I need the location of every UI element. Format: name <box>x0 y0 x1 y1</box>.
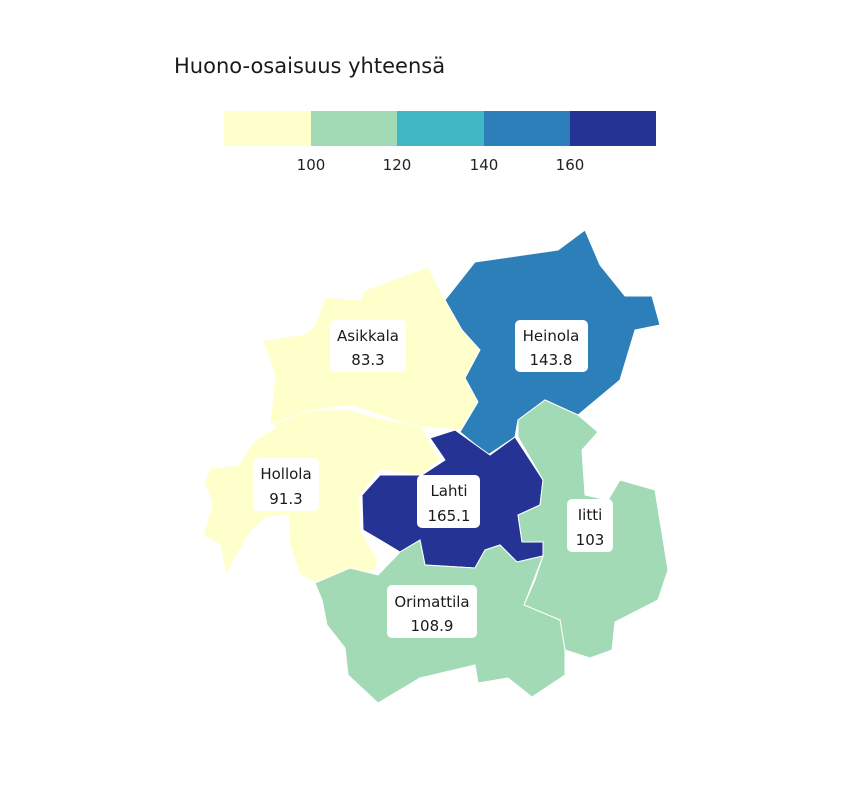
region-labels: Asikkala 83.3 Heinola 143.8 Hollola 91.3… <box>253 320 613 638</box>
label-lahti: Lahti 165.1 <box>417 475 480 528</box>
label-heinola: Heinola 143.8 <box>515 320 588 372</box>
region-name: Heinola <box>523 327 580 345</box>
legend-tick-2: 140 <box>470 156 499 174</box>
region-value: 91.3 <box>269 490 302 508</box>
region-name: Hollola <box>260 465 311 483</box>
legend-swatch-3 <box>484 111 570 146</box>
map-title: Huono-osaisuus yhteensä <box>174 54 446 78</box>
legend-tick-3: 160 <box>556 156 585 174</box>
legend-tick-0: 100 <box>297 156 326 174</box>
legend-tick-1: 120 <box>383 156 412 174</box>
region-value: 108.9 <box>411 617 454 635</box>
legend-swatch-0 <box>224 111 311 146</box>
region-value: 165.1 <box>428 507 471 525</box>
region-name: Orimattila <box>394 593 469 611</box>
legend-swatch-4 <box>570 111 656 146</box>
legend: 100 120 140 160 <box>224 111 656 174</box>
region-name: Asikkala <box>337 327 399 345</box>
region-value: 143.8 <box>530 351 573 369</box>
label-orimattila: Orimattila 108.9 <box>387 585 477 638</box>
region-name: Iitti <box>578 506 603 524</box>
legend-swatch-1 <box>311 111 397 146</box>
label-asikkala: Asikkala 83.3 <box>330 320 406 372</box>
region-value: 83.3 <box>351 351 384 369</box>
label-iitti: Iitti 103 <box>567 499 613 552</box>
label-hollola: Hollola 91.3 <box>253 458 319 511</box>
region-name: Lahti <box>430 482 467 500</box>
region-hollola[interactable] <box>202 409 441 586</box>
legend-swatch-2 <box>397 111 484 146</box>
region-value: 103 <box>576 531 605 549</box>
